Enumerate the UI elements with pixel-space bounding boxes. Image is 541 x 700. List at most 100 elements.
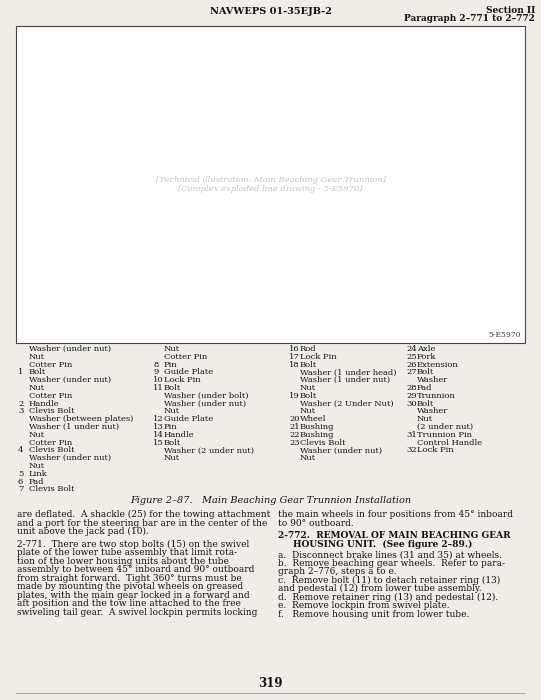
Text: 31: 31 — [406, 430, 417, 439]
Text: 27: 27 — [406, 368, 417, 377]
Text: 2-771.  There are two stop bolts (15) on the swivel: 2-771. There are two stop bolts (15) on … — [17, 540, 249, 549]
Text: Rod: Rod — [300, 345, 316, 353]
Text: Nut: Nut — [29, 430, 45, 439]
Text: 14: 14 — [153, 430, 164, 439]
Text: 3: 3 — [18, 407, 23, 415]
Text: Washer (under nut): Washer (under nut) — [300, 447, 382, 454]
Text: plates, with the main gear locked in a forward and: plates, with the main gear locked in a f… — [17, 591, 249, 600]
Text: Control Handle: Control Handle — [417, 439, 482, 447]
Text: made by mounting the pivotal wheels on greased: made by mounting the pivotal wheels on g… — [17, 582, 243, 592]
Text: Nut: Nut — [164, 454, 180, 462]
Text: 15: 15 — [153, 439, 164, 447]
Text: 10: 10 — [153, 376, 163, 384]
Text: Washer (under nut): Washer (under nut) — [164, 400, 246, 407]
Text: 6: 6 — [18, 477, 23, 486]
Text: Figure 2–87.   Main Beaching Gear Trunnion Installation: Figure 2–87. Main Beaching Gear Trunnion… — [130, 496, 411, 505]
Text: Bolt: Bolt — [300, 360, 317, 369]
Text: Guide Plate: Guide Plate — [164, 368, 213, 377]
Text: Washer (1 under nut): Washer (1 under nut) — [29, 423, 119, 431]
Text: d.  Remove retainer ring (13) and pedestal (12).: d. Remove retainer ring (13) and pedesta… — [278, 593, 498, 602]
Text: Washer (under nut): Washer (under nut) — [29, 345, 111, 353]
Text: Axle: Axle — [417, 345, 436, 353]
Text: Paragraph 2–771 to 2–772: Paragraph 2–771 to 2–772 — [404, 14, 535, 23]
Text: NAVWEPS 01-35EJB-2: NAVWEPS 01-35EJB-2 — [209, 7, 332, 16]
Text: Nut: Nut — [300, 407, 316, 415]
Text: Clevis Bolt: Clevis Bolt — [29, 447, 75, 454]
Text: Washer (2 under nut): Washer (2 under nut) — [164, 447, 254, 454]
Text: Lock Pin: Lock Pin — [300, 353, 337, 360]
Text: tion of the lower housing units about the tube: tion of the lower housing units about th… — [17, 556, 229, 566]
Text: Clevis Bolt: Clevis Bolt — [29, 407, 75, 415]
Text: 20: 20 — [289, 415, 300, 424]
Text: Bolt: Bolt — [164, 439, 181, 447]
Text: 319: 319 — [258, 677, 283, 690]
Text: 9: 9 — [153, 368, 159, 377]
Text: 29: 29 — [406, 392, 417, 400]
Text: c.  Remove bolt (11) to detach retainer ring (13): c. Remove bolt (11) to detach retainer r… — [278, 575, 500, 584]
Text: Pin: Pin — [164, 423, 177, 431]
Text: Bushing: Bushing — [300, 430, 334, 439]
Text: Bolt: Bolt — [29, 368, 46, 377]
Text: Bolt: Bolt — [417, 368, 434, 377]
Text: 5-E5970: 5-E5970 — [489, 331, 521, 339]
Text: 2: 2 — [18, 400, 23, 407]
Text: to 90° outboard.: to 90° outboard. — [278, 519, 354, 528]
Text: Section II: Section II — [486, 6, 535, 15]
Text: Bolt: Bolt — [417, 400, 434, 407]
Text: 32: 32 — [406, 447, 417, 454]
Text: 22: 22 — [289, 430, 300, 439]
Text: Handle: Handle — [29, 400, 60, 407]
Text: Bolt: Bolt — [300, 392, 317, 400]
Text: the main wheels in four positions from 45° inboard: the main wheels in four positions from 4… — [278, 510, 513, 519]
Text: Washer (under nut): Washer (under nut) — [29, 376, 111, 384]
Text: 16: 16 — [289, 345, 300, 353]
Text: 23: 23 — [289, 439, 300, 447]
Text: 18: 18 — [289, 360, 300, 369]
Text: Washer (under bolt): Washer (under bolt) — [164, 392, 248, 400]
Text: 30: 30 — [406, 400, 417, 407]
Text: Washer: Washer — [417, 407, 448, 415]
Text: plate of the lower tube assembly that limit rota-: plate of the lower tube assembly that li… — [17, 548, 237, 557]
Text: Fork: Fork — [417, 353, 437, 360]
Bar — [16, 26, 525, 343]
Text: Wheel: Wheel — [300, 415, 327, 424]
Text: Washer (2 Under Nut): Washer (2 Under Nut) — [300, 400, 394, 407]
Text: Link: Link — [29, 470, 48, 478]
Text: Guide Plate: Guide Plate — [164, 415, 213, 424]
Text: graph 2–776, steps a to e.: graph 2–776, steps a to e. — [278, 567, 397, 576]
Text: 5: 5 — [18, 470, 23, 478]
Text: Washer (1 under nut): Washer (1 under nut) — [300, 376, 390, 384]
Text: Trunnion Pin: Trunnion Pin — [417, 430, 472, 439]
Text: 24: 24 — [406, 345, 417, 353]
Text: Nut: Nut — [29, 353, 45, 360]
Text: (2 under nut): (2 under nut) — [417, 423, 473, 431]
Text: f.   Remove housing unit from lower tube.: f. Remove housing unit from lower tube. — [278, 610, 470, 619]
Text: 7: 7 — [18, 485, 23, 494]
Text: Cotter Pin: Cotter Pin — [164, 353, 207, 360]
Text: Nut: Nut — [164, 345, 180, 353]
Text: 8: 8 — [153, 360, 159, 369]
Text: Extension: Extension — [417, 360, 459, 369]
Text: Bushing: Bushing — [300, 423, 334, 431]
Text: Cotter Pin: Cotter Pin — [29, 360, 72, 369]
Text: Bolt: Bolt — [164, 384, 181, 392]
Text: Nut: Nut — [29, 462, 45, 470]
Text: 17: 17 — [289, 353, 300, 360]
Text: Handle: Handle — [164, 430, 195, 439]
Text: aft position and the tow line attached to the free: aft position and the tow line attached t… — [17, 599, 241, 608]
Text: 2-772.  REMOVAL OF MAIN BEACHING GEAR: 2-772. REMOVAL OF MAIN BEACHING GEAR — [278, 531, 511, 540]
Text: Pad: Pad — [29, 477, 44, 486]
Text: Pin: Pin — [164, 360, 177, 369]
Text: Nut: Nut — [29, 384, 45, 392]
Text: 4: 4 — [18, 447, 23, 454]
Text: unit above the jack pad (10).: unit above the jack pad (10). — [17, 527, 149, 536]
Text: Nut: Nut — [164, 407, 180, 415]
Text: 21: 21 — [289, 423, 300, 431]
Text: a.  Disconnect brake lines (31 and 35) at wheels.: a. Disconnect brake lines (31 and 35) at… — [278, 550, 502, 559]
Text: Nut: Nut — [300, 454, 316, 462]
Text: from straight forward.  Tight 360° turns must be: from straight forward. Tight 360° turns … — [17, 574, 242, 582]
Text: e.  Remove lockpin from swivel plate.: e. Remove lockpin from swivel plate. — [278, 601, 450, 610]
Text: 13: 13 — [153, 423, 164, 431]
Text: Clevis Bolt: Clevis Bolt — [300, 439, 346, 447]
Text: 28: 28 — [406, 384, 417, 392]
